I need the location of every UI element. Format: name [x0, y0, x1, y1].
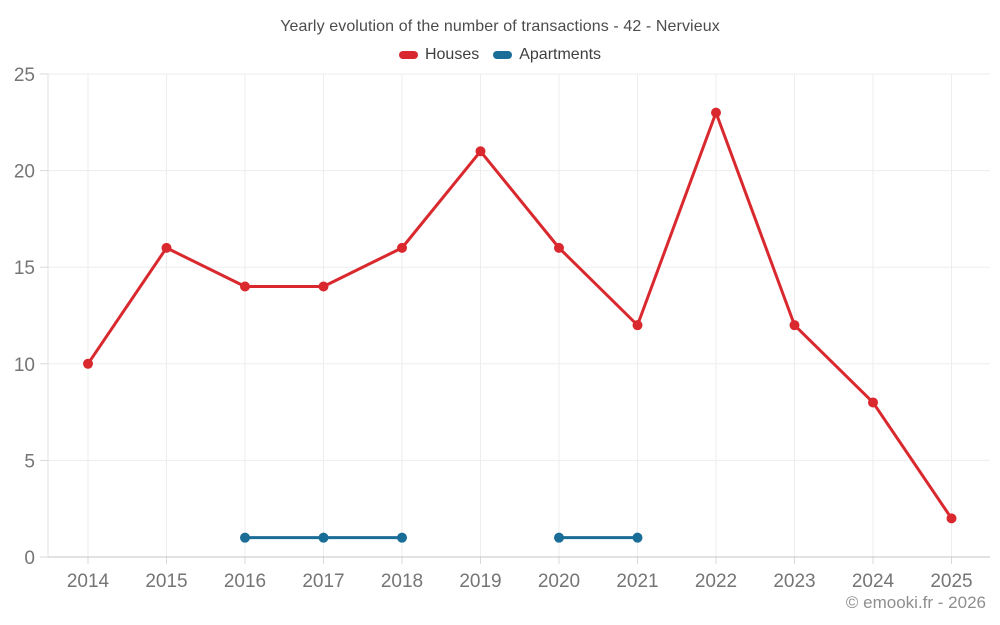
- houses-line: [86, 111, 953, 520]
- x-axis-label: 2015: [145, 571, 187, 592]
- x-axis-label: 2022: [695, 571, 737, 592]
- y-axis-label: 25: [14, 65, 35, 86]
- houses-data-point[interactable]: [161, 242, 172, 253]
- houses-legend-swatch: [398, 51, 418, 59]
- houses-data-point[interactable]: [475, 146, 486, 157]
- apartments-data-point[interactable]: [240, 532, 250, 543]
- legend-item-houses[interactable]: Houses: [398, 46, 480, 64]
- x-axis-label: 2018: [381, 571, 423, 592]
- apartments-legend-label: Apartments: [519, 46, 602, 63]
- houses-data-point[interactable]: [789, 320, 800, 331]
- apartments-data-point[interactable]: [318, 532, 329, 543]
- houses-data-point[interactable]: [397, 242, 407, 253]
- x-axis-label: 2019: [459, 571, 501, 592]
- houses-data-point[interactable]: [632, 320, 643, 331]
- x-axis-label: 2021: [616, 571, 658, 592]
- x-axis-label: 2016: [224, 571, 266, 592]
- chart-legend: Houses Apartments: [0, 46, 1000, 64]
- apartments-legend-swatch: [493, 51, 513, 59]
- x-axis-label: 2024: [852, 571, 895, 592]
- houses-data-point[interactable]: [83, 358, 93, 369]
- houses-data-point[interactable]: [946, 513, 957, 524]
- houses-data-point[interactable]: [868, 397, 878, 408]
- houses-data-point[interactable]: [554, 242, 564, 253]
- x-axis-label: 2023: [773, 571, 815, 592]
- x-axis-label: 2025: [930, 571, 972, 592]
- apartments-data-point[interactable]: [397, 532, 407, 543]
- houses-data-point[interactable]: [711, 107, 721, 118]
- apartments-data-point[interactable]: [632, 532, 643, 543]
- legend-item-apartments[interactable]: Apartments: [493, 46, 601, 64]
- apartments-data-point[interactable]: [554, 532, 564, 543]
- houses-data-point[interactable]: [318, 281, 329, 292]
- x-axis-label: 2020: [538, 571, 580, 592]
- houses-data-point[interactable]: [240, 281, 250, 292]
- chart-title: Yearly evolution of the number of transa…: [280, 18, 720, 35]
- x-axis-label: 2017: [302, 571, 344, 592]
- y-axis-label: 5: [24, 451, 35, 472]
- y-axis-label: 0: [24, 548, 35, 569]
- y-axis-label: 20: [14, 162, 35, 183]
- y-axis-label: 10: [14, 355, 35, 376]
- houses-legend-label: Houses: [424, 46, 480, 63]
- y-axis-label: 15: [14, 258, 35, 279]
- copyright-text: © emooki.fr - 2026: [845, 593, 986, 612]
- x-axis-label: 2014: [67, 571, 110, 592]
